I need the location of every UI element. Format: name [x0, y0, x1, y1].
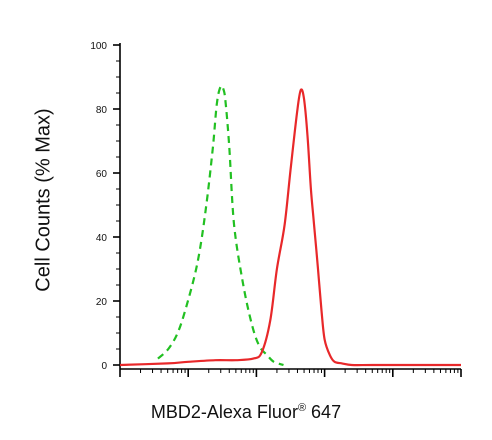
- chart-axes: [113, 43, 462, 377]
- y-tick-label: 80: [96, 105, 108, 116]
- y-tick-labels: 0 20 40 60 80 100: [90, 41, 107, 372]
- y-tick-label: 0: [101, 361, 107, 372]
- y-tick-label: 100: [90, 41, 107, 52]
- y-tick-label: 60: [96, 169, 108, 180]
- x-axis-title-suffix: 647: [306, 402, 342, 422]
- x-axis-title-prefix: MBD2-Alexa Fluor: [150, 402, 298, 422]
- x-axis-title: MBD2-Alexa Fluor® 647: [0, 402, 492, 423]
- series-solid-red: [119, 88, 461, 367]
- y-axis-title: Cell Counts (% Max): [32, 108, 55, 292]
- y-tick-label: 40: [96, 233, 108, 244]
- y-tick-label: 20: [96, 297, 108, 308]
- series-dashed-green: [157, 84, 284, 367]
- series-layer: [119, 84, 461, 367]
- x-axis-title-mark: ®: [297, 402, 307, 414]
